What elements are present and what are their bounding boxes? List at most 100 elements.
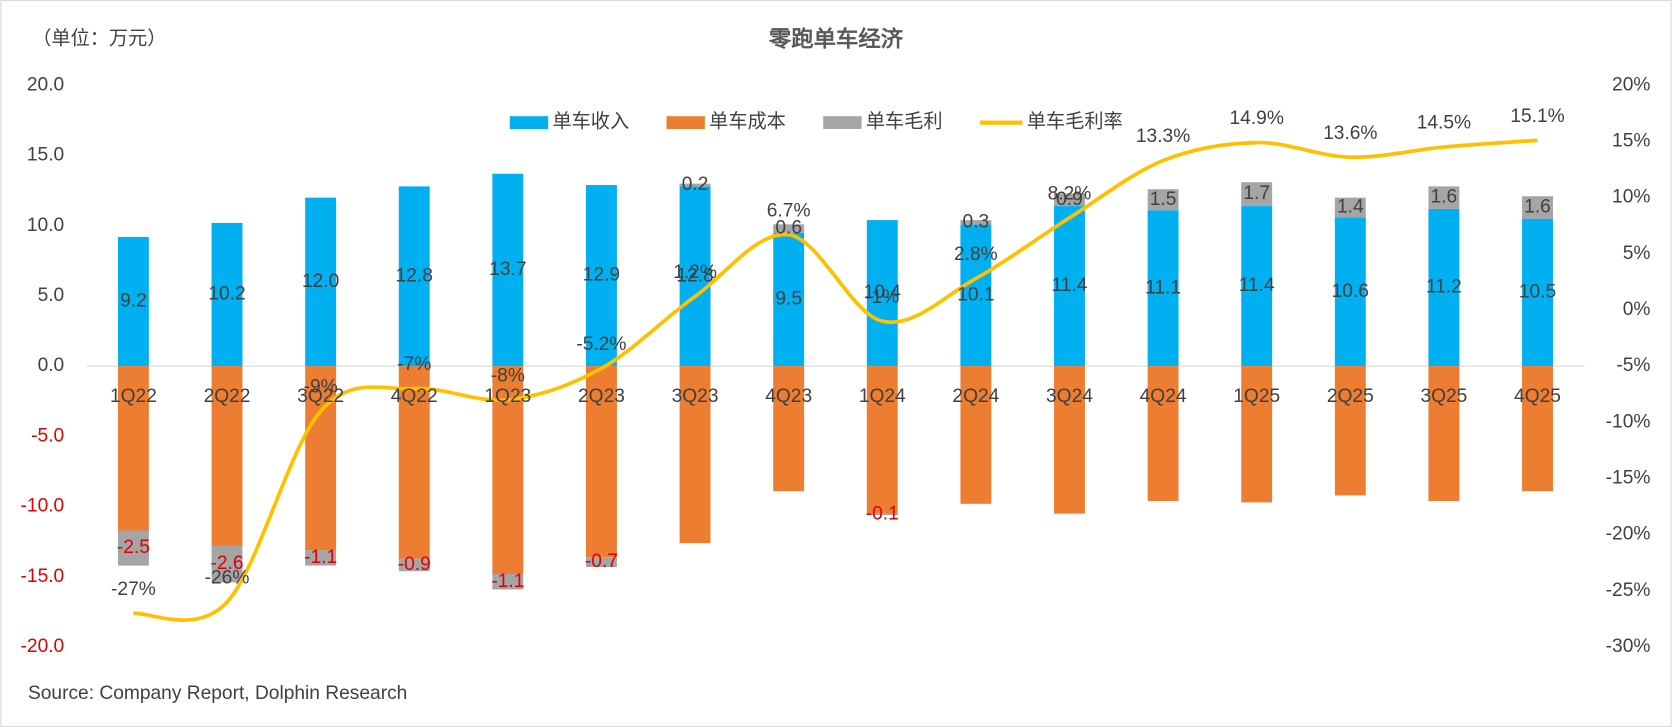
legend-swatch — [666, 116, 705, 129]
bar — [960, 224, 992, 367]
data-label: 10.5 — [1519, 281, 1556, 302]
x-tick-label: 2Q23 — [578, 386, 625, 407]
data-label: 1.4 — [1337, 197, 1364, 218]
line-label: 8.2% — [1048, 183, 1092, 204]
x-tick-label: 3Q23 — [672, 386, 719, 407]
y-tick-label: 20.0 — [27, 74, 64, 95]
bar — [1054, 193, 1085, 207]
data-label: 0.6 — [775, 218, 802, 239]
y2-tick-label: -5% — [1616, 355, 1650, 376]
bar — [866, 513, 898, 516]
y-tick-label: 15.0 — [27, 145, 64, 166]
bar — [866, 366, 898, 514]
x-tick-label: 4Q23 — [765, 386, 812, 407]
x-tick-label: 2Q22 — [204, 386, 251, 407]
bar — [773, 366, 805, 492]
y-tick-label: 0.0 — [38, 355, 65, 376]
bar — [585, 557, 617, 567]
bar — [1147, 366, 1179, 501]
line-label: 13.6% — [1323, 123, 1377, 144]
data-label: 11.1 — [1145, 277, 1181, 298]
data-label: -0.1 — [866, 503, 899, 524]
bar — [679, 183, 711, 187]
bar — [1428, 186, 1460, 209]
x-tick-label: 1Q23 — [484, 386, 531, 407]
x-tick-label: 4Q22 — [391, 386, 438, 407]
legend-label: 单车毛利 — [866, 111, 943, 133]
x-tick-label: 4Q25 — [1514, 386, 1561, 407]
bar — [1522, 218, 1553, 367]
data-label: 12.9 — [583, 265, 620, 286]
y2-tick-label: -30% — [1606, 636, 1651, 657]
y2-tick-label: -15% — [1606, 468, 1651, 489]
bar — [1054, 206, 1085, 367]
data-label: -2.6 — [211, 553, 244, 574]
y2-tick-label: -20% — [1606, 524, 1651, 545]
bar — [1241, 206, 1273, 367]
y2-tick-label: 15% — [1612, 131, 1650, 152]
data-label: -0.9 — [398, 554, 431, 575]
y2-tick-label: -10% — [1606, 411, 1651, 432]
bar — [773, 232, 805, 367]
x-tick-label: 4Q24 — [1140, 386, 1187, 407]
data-label: 9.5 — [775, 289, 802, 310]
data-label: -1.1 — [304, 547, 337, 568]
bar — [960, 220, 992, 225]
bar — [960, 366, 992, 504]
bar — [398, 558, 430, 572]
y2-tick-label: 5% — [1623, 243, 1651, 264]
bar — [398, 186, 430, 367]
data-label: 12.8 — [396, 265, 433, 286]
line-label: -9% — [304, 377, 338, 398]
bar — [117, 366, 149, 531]
bar — [211, 222, 243, 367]
line-label: -7% — [397, 354, 431, 375]
line-label: -8% — [491, 365, 525, 386]
data-label: 1.6 — [1524, 197, 1551, 218]
y2-tick-label: -25% — [1606, 580, 1651, 601]
data-label: 10.6 — [1332, 281, 1369, 302]
bar — [1428, 208, 1460, 367]
legend-label: 单车收入 — [552, 111, 629, 133]
y2-tick-label: 20% — [1612, 74, 1650, 95]
bar — [1522, 366, 1553, 492]
data-label: 12.8 — [676, 265, 713, 286]
bar — [585, 366, 617, 558]
line-label: -5.2% — [576, 334, 626, 355]
y2-tick-label: 0% — [1623, 299, 1651, 320]
data-label: 12.0 — [302, 271, 339, 292]
chart-title: 零跑单车经济 — [769, 25, 904, 51]
bar — [1147, 210, 1179, 367]
legend-label: 单车毛利率 — [1027, 111, 1123, 133]
margin-line — [133, 138, 1538, 622]
data-label: 11.2 — [1426, 277, 1462, 298]
data-label: 10.2 — [208, 284, 245, 305]
line-label: -26% — [205, 568, 250, 589]
y-tick-label: -10.0 — [21, 496, 65, 517]
bar — [305, 366, 337, 551]
x-tick-label: 2Q25 — [1327, 386, 1374, 407]
bar — [398, 366, 430, 559]
bar — [117, 530, 149, 566]
bar — [1147, 189, 1179, 211]
y-tick-label: -5.0 — [31, 425, 64, 446]
bar — [679, 186, 711, 367]
line-label: 14.9% — [1230, 108, 1284, 129]
line-label: 6.7% — [767, 200, 811, 221]
bar — [773, 224, 805, 233]
bar — [117, 236, 149, 367]
bar — [585, 184, 617, 367]
x-tick-label: 1Q25 — [1233, 386, 1280, 407]
bar — [492, 173, 524, 367]
y-tick-label: 10.0 — [27, 215, 64, 236]
legend-swatch — [823, 116, 862, 129]
x-tick-label: 1Q24 — [859, 386, 906, 407]
line-label: 13.3% — [1136, 126, 1190, 147]
bar — [211, 366, 243, 546]
bar — [679, 366, 711, 544]
line-label: 14.5% — [1417, 113, 1471, 134]
bar — [866, 220, 898, 367]
x-tick-label: 2Q24 — [952, 386, 999, 407]
data-label: 10.1 — [957, 284, 994, 305]
